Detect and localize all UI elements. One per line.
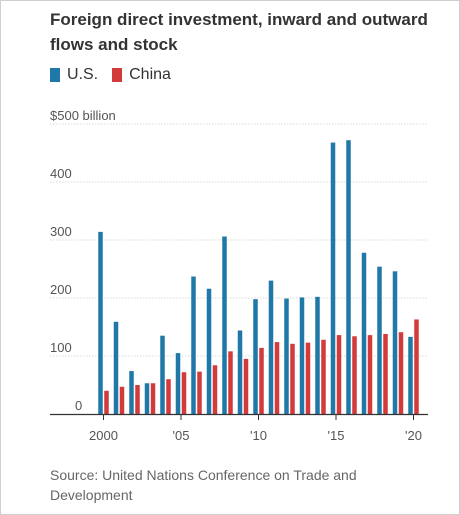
bar-china-2009 xyxy=(243,358,249,414)
bar-us-2008 xyxy=(222,236,227,414)
bar-china-2014 xyxy=(321,339,326,414)
bar-china-2000 xyxy=(104,390,109,414)
legend-item-china: China xyxy=(112,66,171,84)
bar-us-2001 xyxy=(113,321,119,414)
bar-china-2013 xyxy=(305,342,311,414)
bar-us-2018 xyxy=(377,266,382,414)
bar-china-2012 xyxy=(290,343,295,414)
bar-us-2013 xyxy=(299,297,305,414)
legend-swatch-china xyxy=(112,68,123,82)
bar-us-2011 xyxy=(268,280,274,414)
chart-title: Foreign direct investment, inward and ou… xyxy=(50,10,428,54)
bar-china-2005 xyxy=(181,372,187,414)
bar-us-2004 xyxy=(160,335,165,414)
bar-china-2019 xyxy=(398,332,404,414)
x-tick-label: '10 xyxy=(250,428,267,443)
bar-china-2004 xyxy=(166,379,171,414)
bar-us-2006 xyxy=(191,276,196,414)
bar-china-2015 xyxy=(336,335,342,414)
bar-us-2015 xyxy=(330,142,336,414)
x-axis xyxy=(50,413,428,420)
bar-us-2010 xyxy=(253,299,258,414)
bar-us-2014 xyxy=(315,296,320,414)
bar-china-2018 xyxy=(383,333,388,414)
bar-us-2012 xyxy=(284,298,289,414)
legend-item-us: U.S. xyxy=(50,66,98,84)
bar-us-2002 xyxy=(129,371,134,414)
bar-us-2016 xyxy=(346,140,351,415)
y-tick-label: 0 xyxy=(75,398,82,413)
bar-us-2000 xyxy=(98,231,103,414)
legend-label-china: China xyxy=(129,66,171,83)
bar-china-2006 xyxy=(197,371,202,414)
y-tick-label: 300 xyxy=(50,224,72,239)
bar-china-2007 xyxy=(212,365,218,414)
bar-china-2020 xyxy=(414,319,419,414)
legend-swatch-us xyxy=(50,68,60,82)
bar-china-2001 xyxy=(119,386,125,414)
gridlines xyxy=(50,123,428,357)
y-tick-label: 100 xyxy=(50,340,72,355)
bar-us-2019 xyxy=(392,271,398,414)
bar-china-2017 xyxy=(367,335,373,414)
bar-china-2016 xyxy=(352,336,357,414)
bar-us-2020 xyxy=(408,336,413,414)
x-tick-label: '05 xyxy=(173,428,190,443)
x-tick-label: '15 xyxy=(328,428,345,443)
bar-china-2002 xyxy=(135,385,140,414)
bar-china-2011 xyxy=(274,342,280,414)
bar-us-2007 xyxy=(206,288,212,414)
x-tick-label: 2000 xyxy=(89,428,118,443)
chart-source: Source: United Nations Conference on Tra… xyxy=(50,467,357,503)
bar-us-2009 xyxy=(237,330,243,414)
bar-china-2008 xyxy=(228,351,233,414)
legend-label-us: U.S. xyxy=(67,66,99,83)
y-axis-labels: $500 billion 0 100 200 300 400 xyxy=(50,108,116,413)
bar-china-2010 xyxy=(259,347,264,414)
bars xyxy=(98,140,419,415)
x-axis-labels: 2000 '05 '10 '15 '20 xyxy=(89,428,422,443)
bar-us-2005 xyxy=(175,353,181,414)
y-unit-label: $500 billion xyxy=(50,108,116,123)
bar-us-2017 xyxy=(361,252,367,414)
y-tick-label: 400 xyxy=(50,166,72,181)
x-tick-label: '20 xyxy=(405,428,422,443)
y-tick-label: 200 xyxy=(50,282,72,297)
bar-us-2003 xyxy=(144,383,150,414)
bar-china-2003 xyxy=(150,383,156,414)
legend: U.S. China xyxy=(50,66,185,84)
